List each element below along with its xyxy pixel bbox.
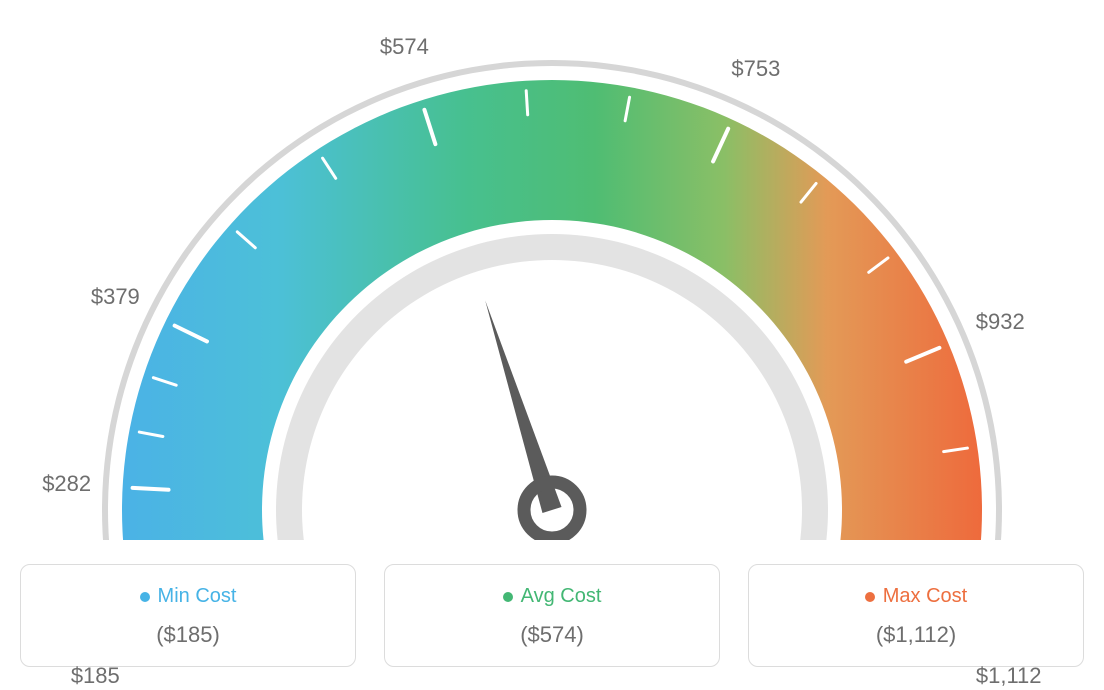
avg-cost-value: ($574) [395,622,709,648]
avg-cost-label: Avg Cost [521,585,602,608]
max-cost-label-row: Max Cost [865,585,967,608]
min-cost-label: Min Cost [158,585,237,608]
cost-summary-cards: Min Cost ($185) Avg Cost ($574) Max Cost… [20,564,1084,667]
max-cost-value: ($1,112) [759,622,1073,648]
gauge-tick-label: $185 [71,663,120,689]
gauge-tick-label: $1,112 [976,663,1042,689]
min-cost-card: Min Cost ($185) [20,564,356,667]
gauge-tick-label: $379 [91,284,140,310]
max-cost-dot [865,592,875,602]
max-cost-card: Max Cost ($1,112) [748,564,1084,667]
avg-cost-dot [503,592,513,602]
gauge-tick-label: $753 [731,56,780,82]
cost-gauge: $185$282$379$574$753$932$1,112 [20,20,1084,540]
min-cost-label-row: Min Cost [140,585,237,608]
gauge-tick-label: $574 [380,34,429,60]
avg-cost-card: Avg Cost ($574) [384,564,720,667]
gauge-tick-label: $932 [976,309,1025,335]
min-cost-value: ($185) [31,622,345,648]
max-cost-label: Max Cost [883,585,967,608]
min-cost-dot [140,592,150,602]
gauge-tick-label: $282 [42,471,91,497]
avg-cost-label-row: Avg Cost [503,585,602,608]
gauge-svg [20,20,1084,540]
